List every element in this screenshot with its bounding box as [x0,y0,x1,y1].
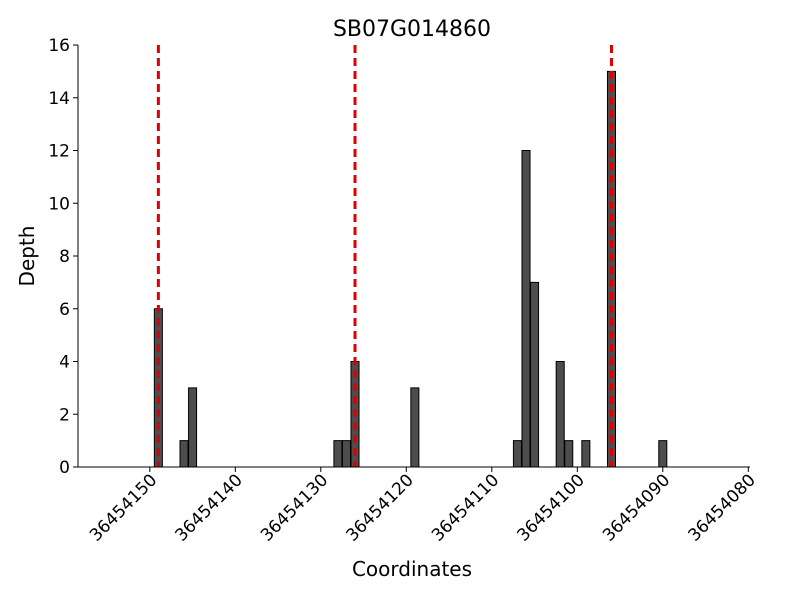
y-tick-label: 4 [59,353,70,373]
x-tick-label: 36454130 [257,470,332,545]
x-tick-label: 36454090 [599,470,674,545]
bar [581,440,591,468]
x-tick-label: 36454140 [172,470,247,545]
y-axis-label: Depth [15,226,39,287]
bar [564,440,574,468]
chart-title: SB07G014860 [333,17,491,42]
x-tick-label: 36454080 [684,470,759,545]
bar [530,281,540,468]
x-tick-label: 36454110 [428,470,503,545]
bar [658,440,668,468]
bar [341,440,351,468]
bar [555,361,565,468]
x-tick-label: 36454120 [343,470,418,545]
y-tick-label: 16 [48,36,70,56]
bar [410,387,420,468]
x-axis-label: Coordinates [352,557,472,581]
bar [179,440,189,468]
y-tick-label: 14 [48,89,70,109]
x-tick-label: 36454150 [86,470,161,545]
y-tick-label: 2 [59,405,70,425]
y-tick-label: 8 [59,247,70,267]
y-tick-label: 6 [59,300,70,320]
x-tick-label: 36454100 [514,470,589,545]
bar [521,150,531,468]
y-tick-label: 12 [48,142,70,162]
y-tick-label: 0 [59,458,70,478]
bar [333,440,343,468]
bar [512,440,522,468]
y-tick-label: 10 [48,194,70,214]
bar [188,387,198,468]
